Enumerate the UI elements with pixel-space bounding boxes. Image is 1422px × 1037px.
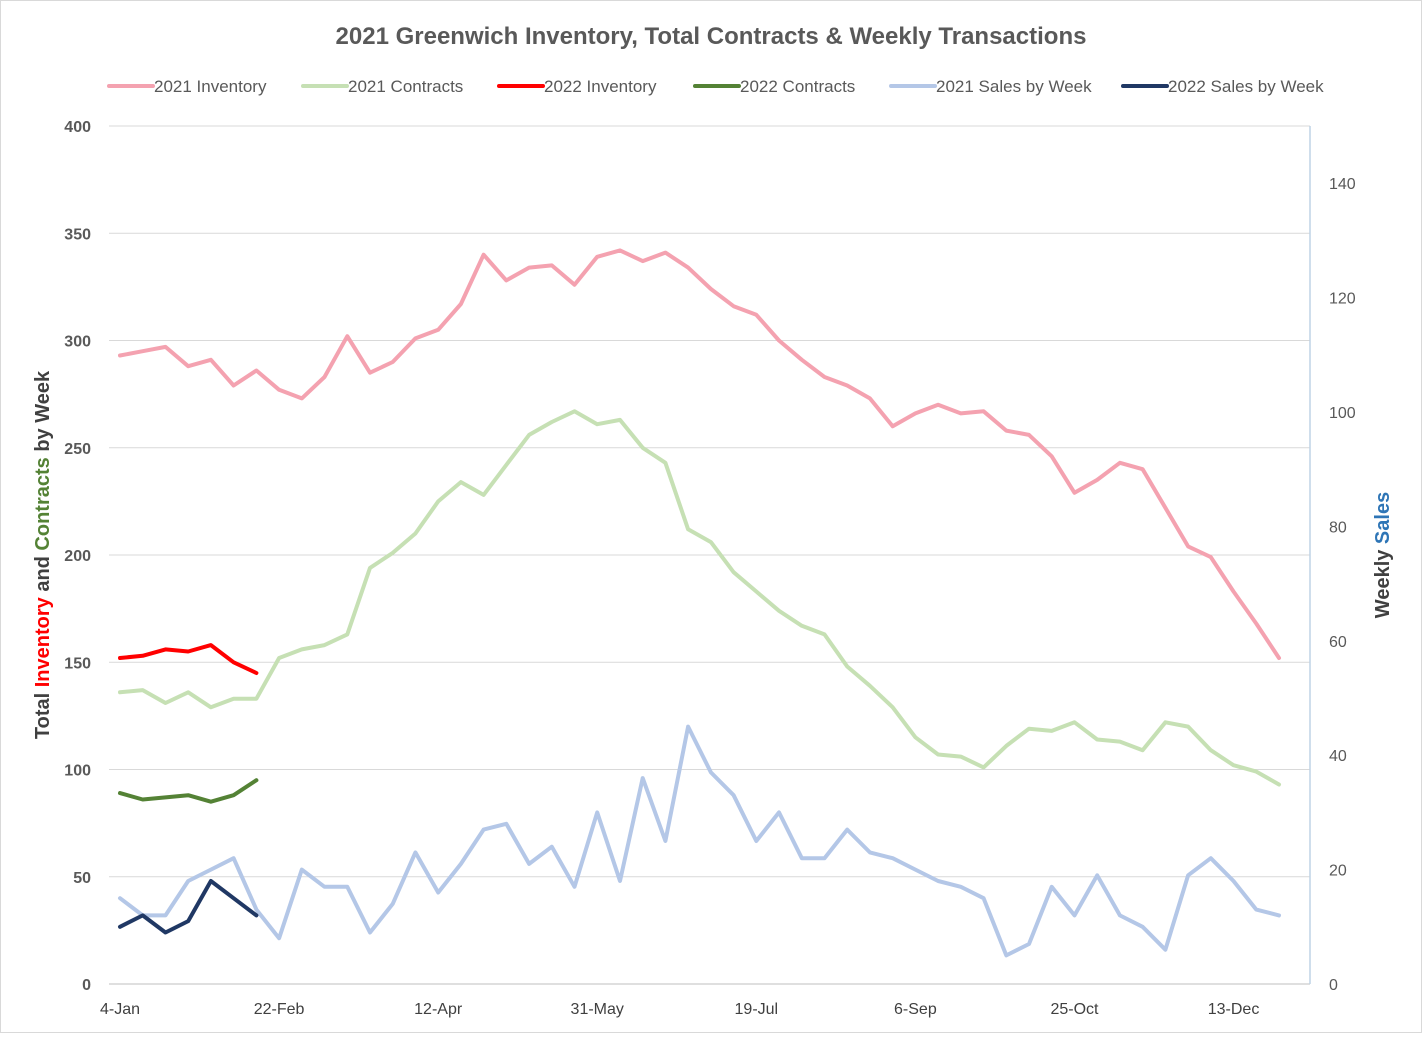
y-right-tick-label: 60 <box>1329 634 1347 651</box>
series-line-2021-sales-by-week <box>118 724 1281 958</box>
y-right-tick-label: 140 <box>1329 176 1356 193</box>
x-tick-label: 31-May <box>571 1001 624 1018</box>
x-tick-label: 12-Apr <box>414 1001 463 1018</box>
legend-label: 2021 Inventory <box>154 77 267 96</box>
legend: 2021 Inventory 2021 Contracts 2022 Invento… <box>107 77 1324 96</box>
chart-title: 2021 Greenwich Inventory, Total Contract… <box>336 23 1087 50</box>
y-left-tick-label: 200 <box>64 548 91 565</box>
axes <box>109 126 1311 985</box>
y-right-tick-label: 80 <box>1329 519 1347 536</box>
y-right-axis-label-part: Sales <box>1372 492 1394 544</box>
x-tick-label: 25-Oct <box>1050 1001 1099 1018</box>
y-left-axis-label: Total Inventory and Contracts by Week <box>32 370 54 739</box>
plot-area <box>118 248 1281 958</box>
series-line-2022-sales-by-week <box>118 879 259 935</box>
y-left-tick-label: 300 <box>64 334 91 351</box>
x-tick-label: 22-Feb <box>254 1001 305 1018</box>
series-line-2022-inventory <box>118 643 259 675</box>
y-right-axis-label-part: Weekly <box>1372 544 1394 618</box>
y-left-tick-label: 0 <box>82 977 91 994</box>
y-left-tick-label: 400 <box>64 119 91 136</box>
tick-labels: 0 50 100 150 200 250 300 350 400 0 20 40 60 80 100 120 1… <box>64 119 1356 1018</box>
y-left-tick-label: 350 <box>64 226 91 243</box>
gridlines <box>109 125 1310 878</box>
axis-labels: Total Inventory and Contracts by Week Wee… <box>32 370 1394 739</box>
y-left-tick-label: 150 <box>64 655 91 672</box>
series-line-2021-contracts <box>118 409 1281 787</box>
x-tick-label: 19-Jul <box>735 1001 779 1018</box>
y-left-tick-label: 100 <box>64 763 91 780</box>
series-line-2021-inventory <box>118 248 1281 660</box>
legend-label: 2022 Inventory <box>544 77 657 96</box>
legend-label: 2022 Contracts <box>740 77 855 96</box>
x-tick-label: 13-Dec <box>1208 1001 1260 1018</box>
y-left-axis-label-part: by Week <box>32 370 54 457</box>
y-right-tick-label: 100 <box>1329 405 1356 422</box>
x-tick-label: 6-Sep <box>894 1001 937 1018</box>
y-right-tick-label: 20 <box>1329 863 1347 880</box>
y-right-tick-label: 40 <box>1329 748 1347 765</box>
y-right-tick-label: 0 <box>1329 977 1338 994</box>
x-tick-label: 4-Jan <box>100 1001 140 1018</box>
y-right-tick-label: 120 <box>1329 291 1356 308</box>
y-left-tick-label: 250 <box>64 441 91 458</box>
legend-label: 2021 Contracts <box>348 77 463 96</box>
y-right-axis-label: Weekly Sales <box>1372 492 1394 618</box>
y-left-tick-label: 50 <box>73 870 91 887</box>
legend-label: 2021 Sales by Week <box>936 77 1092 96</box>
y-left-axis-label-part: Contracts <box>32 457 54 550</box>
legend-label: 2022 Sales by Week <box>1168 77 1324 96</box>
y-left-axis-label-part: and <box>32 551 54 598</box>
y-left-axis-label-part: Total <box>32 687 54 739</box>
series-line-2022-contracts <box>118 778 259 804</box>
y-left-axis-label-part: Inventory <box>32 596 54 687</box>
